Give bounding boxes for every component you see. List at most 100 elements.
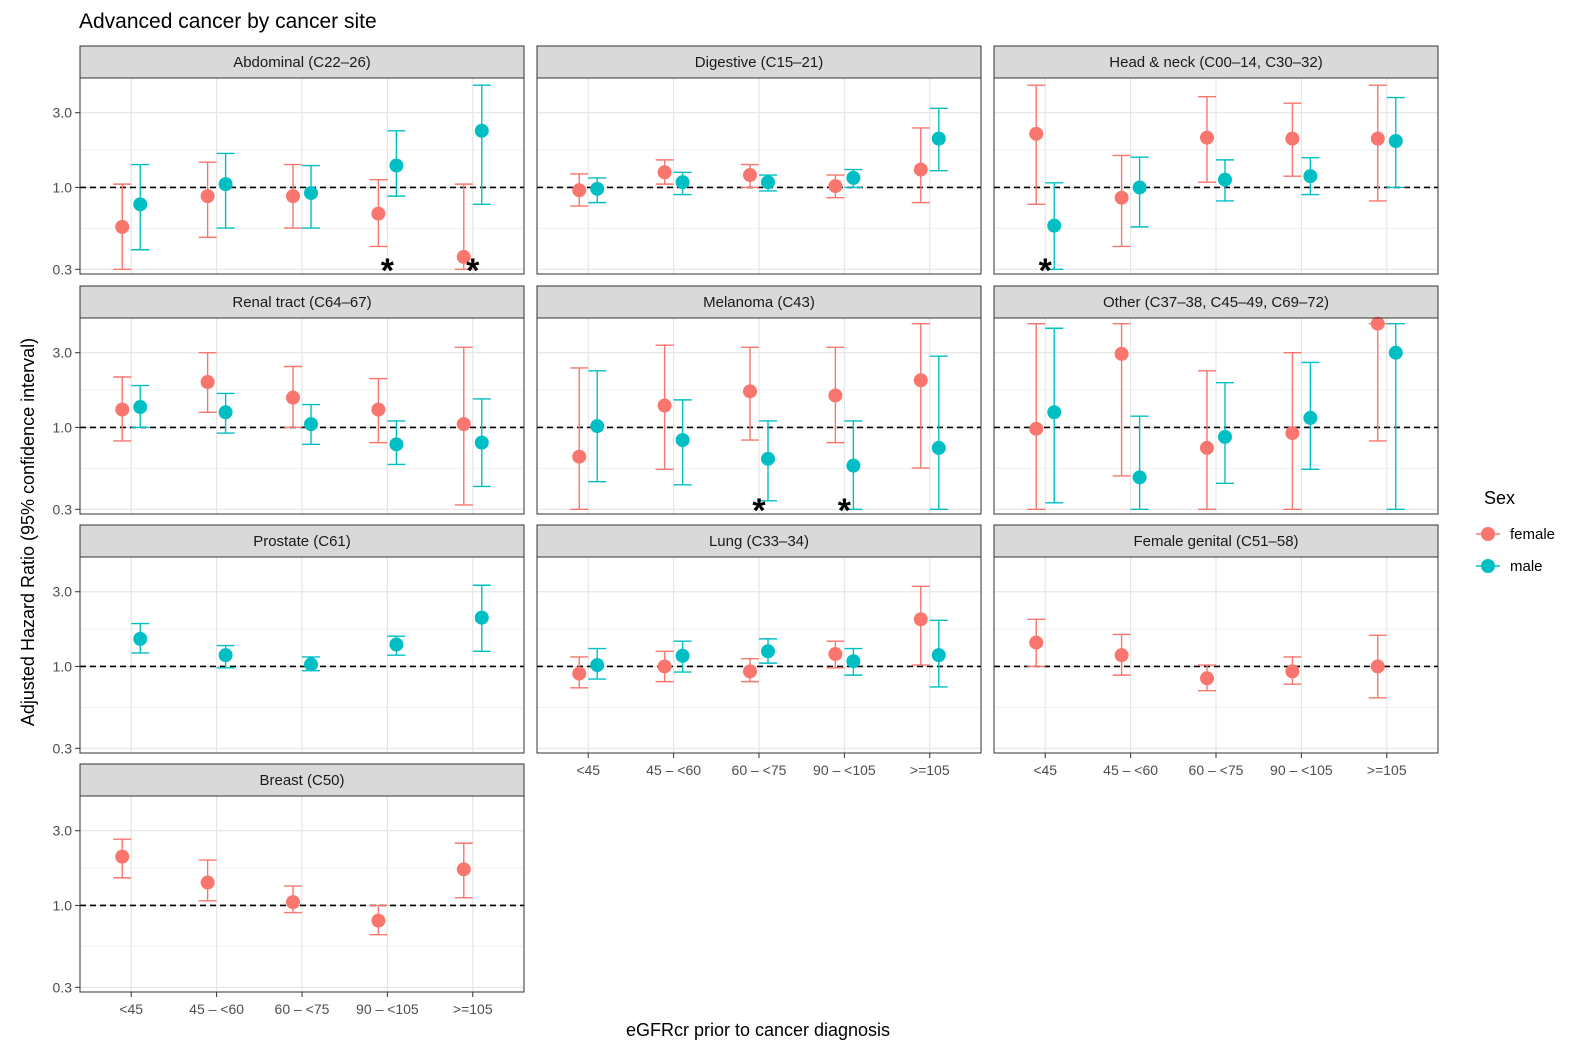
- point-female: [1029, 636, 1043, 650]
- point-female: [1200, 671, 1214, 685]
- point-male: [1303, 411, 1317, 425]
- point-male: [389, 437, 403, 451]
- point-female: [828, 179, 842, 193]
- point-female: [201, 189, 215, 203]
- x-axis-title: eGFRcr prior to cancer diagnosis: [626, 1020, 890, 1040]
- panel-2: Digestive (C15–21): [537, 46, 981, 274]
- y-tick-label: 3.0: [53, 584, 73, 600]
- panel-title: Other (C37–38, C45–49, C69–72): [1103, 294, 1329, 311]
- y-tick-label: 0.3: [53, 261, 73, 277]
- point-male: [1218, 430, 1232, 444]
- point-male: [590, 658, 604, 672]
- point-female: [457, 417, 471, 431]
- x-tick-label: >=105: [453, 1001, 493, 1017]
- point-female: [286, 895, 300, 909]
- point-male: [475, 124, 489, 138]
- point-male: [932, 441, 946, 455]
- x-tick-label: 60 – <75: [275, 1001, 330, 1017]
- point-female: [1200, 441, 1214, 455]
- x-tick-label: 45 – <60: [189, 1001, 244, 1017]
- point-female: [201, 876, 215, 890]
- legend-title: Sex: [1484, 488, 1515, 508]
- point-female: [286, 189, 300, 203]
- point-female: [1371, 659, 1385, 673]
- point-male: [676, 175, 690, 189]
- point-female: [743, 168, 757, 182]
- point-male: [304, 186, 318, 200]
- point-female: [1285, 426, 1299, 440]
- point-female: [828, 647, 842, 661]
- legend-label-male: male: [1510, 558, 1543, 575]
- y-axis-title: Adjusted Hazard Ratio (95% confidence in…: [18, 338, 38, 726]
- y-tick-label: 3.0: [53, 105, 73, 121]
- point-female: [201, 375, 215, 389]
- x-tick-label: 60 – <75: [732, 762, 787, 778]
- panel-title: Digestive (C15–21): [695, 54, 823, 71]
- panel-4: Renal tract (C64–67) 0.3 1.0 3.0: [53, 286, 524, 517]
- point-female: [1115, 347, 1129, 361]
- point-male: [389, 638, 403, 652]
- y-tick-label: 0.3: [53, 740, 73, 756]
- facet-panels: Abdominal (C22–26) * * 0.3 1.0 3.0 Digestive (…: [53, 46, 1438, 1017]
- point-female: [658, 659, 672, 673]
- point-female: [371, 207, 385, 221]
- point-male: [932, 648, 946, 662]
- panel-title: Renal tract (C64–67): [232, 294, 371, 311]
- point-male: [304, 657, 318, 671]
- x-tick-label: 90 – <105: [1270, 762, 1333, 778]
- panel-title: Female genital (C51–58): [1133, 533, 1298, 550]
- point-male: [475, 436, 489, 450]
- panel-9: Female genital (C51–58) <45 45 – <60 60 – <…: [994, 525, 1438, 778]
- point-female: [828, 388, 842, 402]
- point-female: [743, 384, 757, 398]
- point-female: [457, 862, 471, 876]
- x-tick-label: >=105: [1367, 762, 1407, 778]
- panel-title: Abdominal (C22–26): [233, 54, 371, 71]
- point-male: [761, 452, 775, 466]
- point-female: [115, 850, 129, 864]
- legend-label-female: female: [1510, 526, 1555, 543]
- significance-marker: *: [1039, 252, 1053, 290]
- point-male: [761, 175, 775, 189]
- point-female: [371, 403, 385, 417]
- legend: Sex female male: [1476, 488, 1555, 575]
- point-male: [846, 171, 860, 185]
- significance-marker: *: [838, 492, 852, 530]
- panel-10: Breast (C50) 0.3 1.0 3.0 <45 45 – <60 60 – <75…: [53, 764, 524, 1017]
- significance-marker: *: [466, 252, 480, 290]
- point-female: [1115, 648, 1129, 662]
- point-male: [846, 654, 860, 668]
- point-female: [658, 399, 672, 413]
- point-female: [658, 165, 672, 179]
- y-tick-label: 1.0: [53, 658, 73, 674]
- point-female: [572, 183, 586, 197]
- y-tick-label: 3.0: [53, 823, 73, 839]
- panel-7: Prostate (C61) 0.3 1.0 3.0: [53, 525, 524, 756]
- point-female: [1029, 127, 1043, 141]
- point-male: [219, 648, 233, 662]
- point-male: [133, 632, 147, 646]
- x-tick-label: 60 – <75: [1189, 762, 1244, 778]
- point-male: [389, 159, 403, 173]
- chart-title: Advanced cancer by cancer site: [79, 10, 377, 33]
- panel-title: Melanoma (C43): [703, 294, 815, 311]
- point-male: [1303, 169, 1317, 183]
- y-tick-label: 1.0: [53, 419, 73, 435]
- y-tick-label: 0.3: [53, 979, 73, 995]
- point-male: [1389, 134, 1403, 148]
- point-female: [1285, 664, 1299, 678]
- point-female: [1371, 317, 1385, 331]
- legend-key-male: [1481, 559, 1495, 573]
- point-male: [590, 419, 604, 433]
- point-female: [572, 450, 586, 464]
- point-male: [133, 197, 147, 211]
- point-female: [914, 163, 928, 177]
- point-male: [932, 132, 946, 146]
- point-female: [743, 664, 757, 678]
- point-male: [304, 417, 318, 431]
- x-tick-label: <45: [119, 1001, 143, 1017]
- point-female: [914, 373, 928, 387]
- panel-title: Lung (C33–34): [709, 533, 809, 550]
- point-female: [914, 612, 928, 626]
- point-male: [590, 182, 604, 196]
